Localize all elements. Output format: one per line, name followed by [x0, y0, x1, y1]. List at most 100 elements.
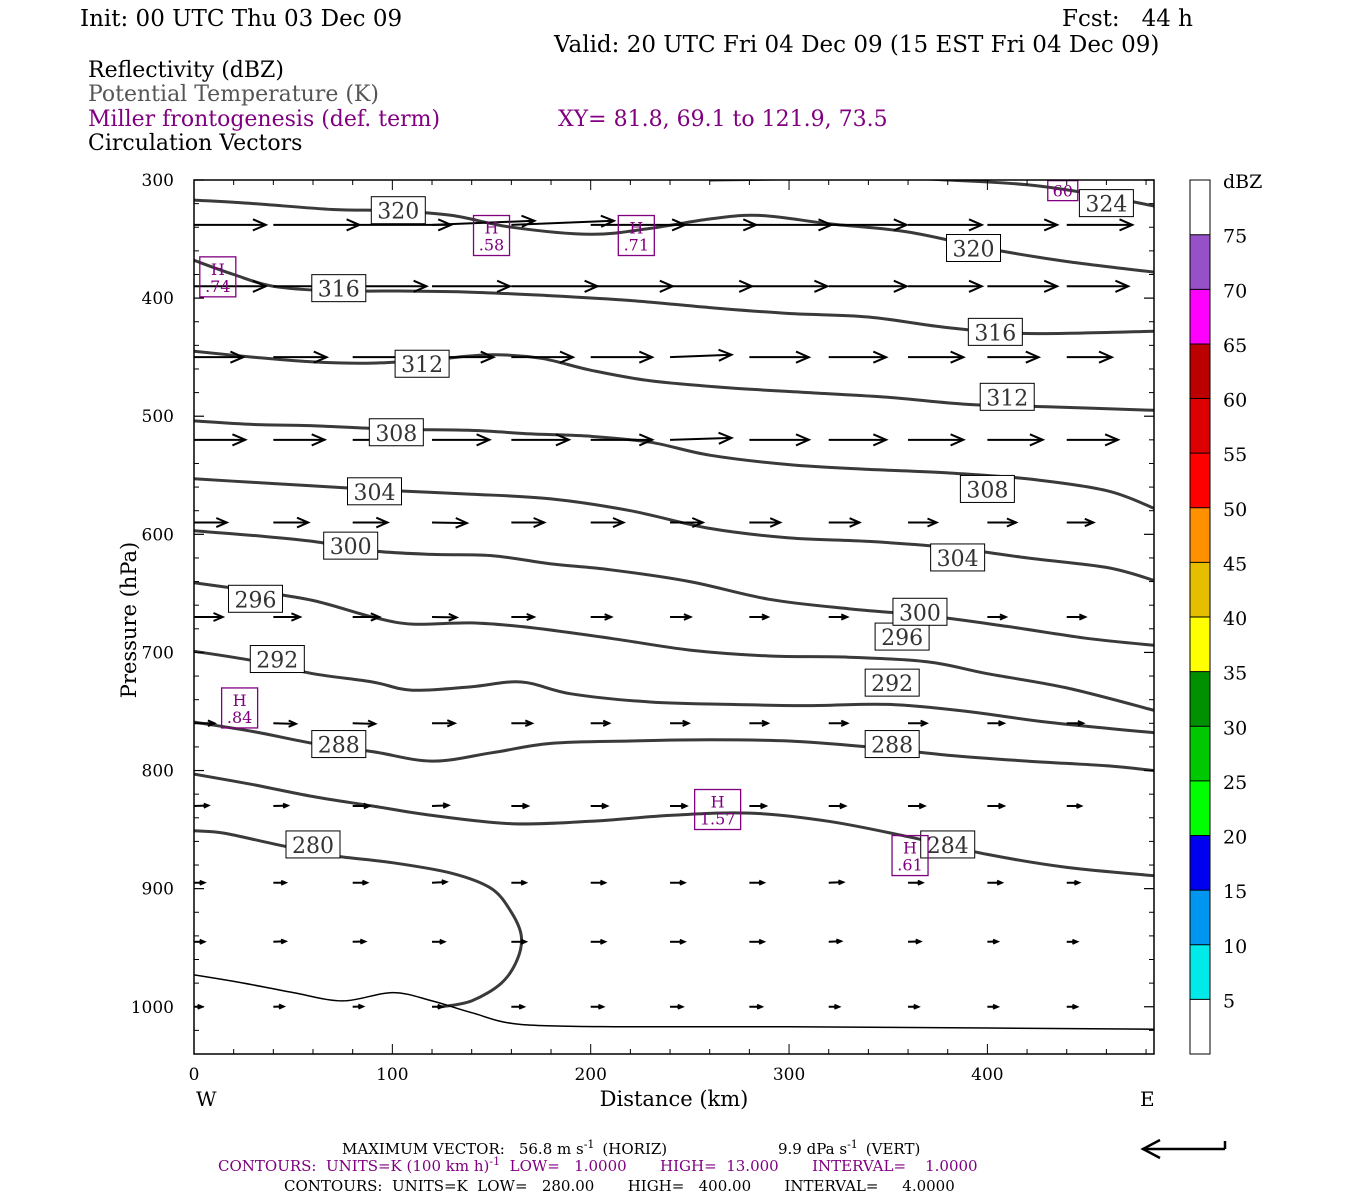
colorbar-segment — [1190, 617, 1210, 672]
circulation-vector — [987, 279, 1060, 293]
theta-label-text: 320 — [953, 238, 995, 263]
circulation-vector — [908, 1003, 921, 1010]
circulation-vector — [273, 612, 303, 622]
circulation-vector — [987, 720, 1007, 727]
circulation-vector — [908, 938, 923, 945]
max-vector-line: MAXIMUM VECTOR: 56.8 m s-1 (HORIZ) 9.9 dPa… — [342, 1138, 920, 1158]
circulation-vector — [1066, 720, 1086, 727]
frontogenesis-max: H.61 — [891, 834, 929, 877]
circulation-vector — [432, 517, 470, 529]
circulation-vector — [352, 802, 372, 810]
theta-label-text: 288 — [871, 734, 913, 759]
circulation-vector — [987, 218, 1060, 232]
colorbar-segment — [1190, 343, 1210, 399]
theta-contour-312 — [194, 349, 1154, 412]
circulation-vector — [432, 433, 492, 447]
circulation-vector — [352, 612, 382, 622]
circulation-vector — [670, 719, 691, 727]
theta-label-text: 324 — [1085, 193, 1127, 218]
circulation-vector — [828, 613, 850, 621]
field-title-vectors: Circulation Vectors — [88, 131, 302, 156]
theta-label-292: 292 — [864, 668, 920, 697]
theta-label-text: 304 — [353, 481, 395, 506]
colorbar-segment — [1190, 835, 1210, 891]
circulation-vector — [1066, 613, 1088, 621]
circulation-vector — [749, 1003, 765, 1010]
colorbar-label: 55 — [1223, 444, 1247, 466]
exponent-vert: -1 — [847, 1138, 858, 1151]
theta-label-292: 292 — [249, 645, 305, 674]
theta-label-text: 292 — [871, 672, 913, 697]
circulation-vector — [432, 719, 458, 728]
circulation-vector — [352, 516, 391, 529]
x-tick-label: 300 — [773, 1065, 805, 1085]
circulation-vector — [590, 879, 608, 886]
circulation-vector — [908, 350, 966, 364]
circulation-vector — [590, 613, 614, 621]
theta-label-320: 320 — [946, 234, 1002, 263]
circulation-vector — [1066, 279, 1131, 293]
circulation-vector — [828, 938, 844, 945]
circulation-vector — [273, 350, 330, 364]
colorbar-segment — [1190, 726, 1210, 781]
max-vector-vert: 9.9 dPa s — [778, 1140, 847, 1158]
circulation-vector — [194, 938, 207, 945]
circulation-vector — [828, 719, 850, 727]
colorbar-label: 10 — [1223, 936, 1247, 958]
max-value: .84 — [227, 708, 252, 727]
circulation-vector — [511, 879, 529, 886]
circulation-vector — [194, 350, 246, 364]
circulation-vector — [749, 433, 812, 447]
circulation-vector — [194, 802, 211, 809]
theta-label-text: 316 — [318, 278, 360, 303]
theta-contour-316 — [194, 258, 1154, 336]
theta-label-text: 308 — [966, 478, 1008, 503]
max-value: .61 — [897, 856, 922, 875]
y-tick-label: 700 — [142, 643, 174, 663]
circulation-vector — [670, 938, 687, 945]
circulation-vector — [431, 802, 451, 809]
theta-label-324: 324 — [1078, 189, 1134, 218]
circulation-vector — [1066, 803, 1084, 809]
theta-label-320: 320 — [370, 196, 426, 225]
theta-contour-296 — [194, 581, 1154, 712]
circulation-vector — [749, 719, 771, 727]
circulation-vector — [1066, 938, 1080, 945]
colorbar-segment — [1190, 234, 1210, 290]
colorbar-label: 75 — [1223, 226, 1247, 248]
theta-label-text: 284 — [927, 834, 969, 859]
theta-label-text: 292 — [256, 649, 298, 674]
circulation-vector — [1154, 881, 1166, 885]
circulation-vector — [987, 802, 1007, 810]
circulation-vector — [432, 612, 460, 622]
svg-text:9.9 dPa s-1(VERT): 9.9 dPa s-1 (VERT) — [778, 1138, 920, 1158]
axes: 300 400 500 600 700 800 900 1000 0 100 200 300 400 — [131, 171, 1155, 1085]
colorbar-segment — [1190, 944, 1210, 1000]
circulation-vector — [590, 1003, 606, 1010]
theta-label-312: 312 — [979, 382, 1035, 411]
circulation-vector — [273, 516, 311, 529]
circulation-vector — [590, 719, 612, 727]
circulation-vector — [670, 879, 687, 886]
field-title-reflectivity: Reflectivity (dBZ) — [88, 58, 284, 83]
circulation-vector — [1066, 218, 1135, 232]
max-label: H — [233, 691, 247, 710]
max-label: H — [903, 839, 917, 858]
theta-contour-304 — [194, 477, 1154, 582]
frontogenesis-max: H.58 — [472, 214, 511, 257]
theta-label-text: 312 — [401, 353, 443, 378]
y-axis-title: Pressure (hPa) — [117, 542, 141, 698]
theta-contour-280 — [194, 829, 524, 1009]
x-axis-east-label: E — [1140, 1087, 1155, 1111]
circulation-vector — [670, 802, 689, 810]
circulation-vector — [828, 517, 863, 528]
circulation-vector — [1154, 721, 1168, 725]
circulation-vector — [828, 218, 910, 232]
x-tick-label: 400 — [971, 1065, 1003, 1085]
circulation-vector — [273, 802, 291, 809]
y-tick-label: 600 — [142, 525, 174, 545]
circulation-vector — [273, 433, 328, 447]
frontogenesis-max: H.74 — [199, 256, 237, 298]
